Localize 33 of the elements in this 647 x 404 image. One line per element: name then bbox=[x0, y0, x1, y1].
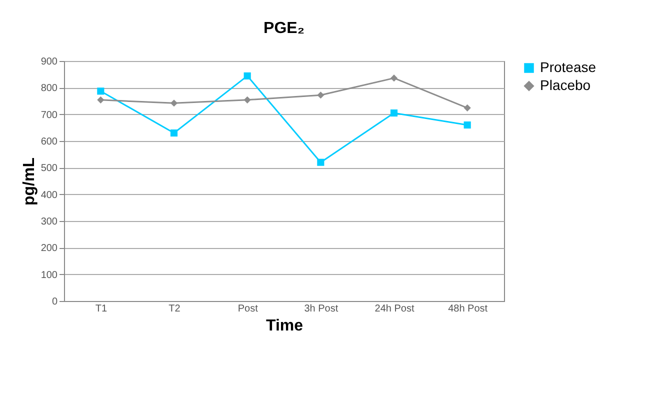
chart-title: PGE₂ bbox=[264, 20, 304, 37]
x-tick-label: T1 bbox=[95, 304, 108, 314]
y-tick-label: 200 bbox=[40, 243, 58, 254]
y-axis-title: pg/mL bbox=[20, 157, 38, 206]
point bbox=[390, 74, 398, 82]
x-tick-label: T2 bbox=[168, 304, 181, 314]
point bbox=[464, 104, 471, 112]
point bbox=[244, 72, 251, 80]
point bbox=[317, 158, 324, 166]
y-tick-label: 800 bbox=[40, 83, 58, 94]
point bbox=[317, 92, 324, 99]
point bbox=[97, 96, 104, 104]
y-tick-label: 400 bbox=[40, 190, 58, 201]
point bbox=[390, 109, 398, 117]
y-tick-label: 600 bbox=[40, 136, 58, 148]
x-tick-label: 48h Post bbox=[448, 304, 488, 314]
x-tick-label: 3h Post bbox=[304, 304, 338, 314]
point bbox=[170, 100, 178, 107]
legend-label: Protease bbox=[540, 59, 596, 75]
y-tick-label: 700 bbox=[40, 110, 58, 121]
x-tick-label: 24h Post bbox=[374, 304, 414, 314]
point bbox=[170, 129, 178, 137]
y-tick-label: 0 bbox=[52, 296, 58, 308]
x-axis-title: Time bbox=[266, 318, 304, 334]
x-tick-label: Post bbox=[238, 304, 258, 314]
point bbox=[244, 96, 251, 104]
point bbox=[97, 88, 104, 95]
legend-label: Placebo bbox=[540, 77, 591, 93]
y-tick-label: 100 bbox=[40, 270, 58, 281]
y-tick-label: 500 bbox=[40, 163, 58, 174]
point bbox=[464, 121, 471, 129]
y-tick-label: 300 bbox=[40, 216, 58, 228]
y-tick-label: 900 bbox=[40, 56, 58, 68]
